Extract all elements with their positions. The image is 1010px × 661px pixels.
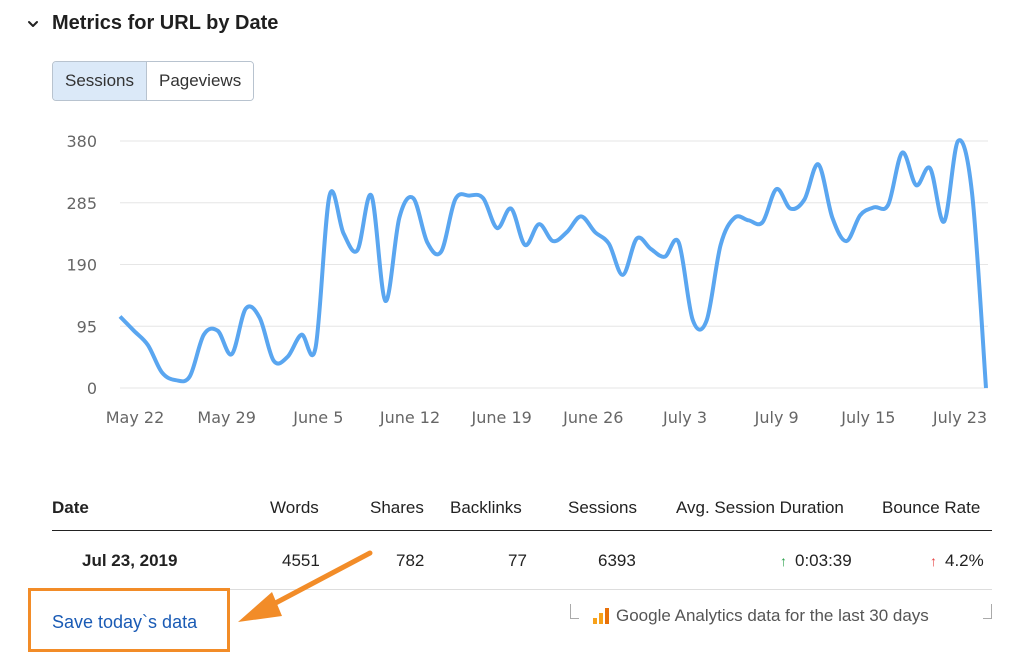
x-tick-label: June 26 <box>562 408 623 427</box>
col-header-date: Date <box>52 498 89 517</box>
cell-date: Jul 23, 2019 <box>82 551 178 570</box>
metrics-table: Date Words Shares Backlinks Sessions Avg… <box>52 492 992 590</box>
cell-backlinks: 77 <box>508 551 527 570</box>
y-tick-label: 380 <box>66 132 97 151</box>
note-bracket-left <box>570 604 579 619</box>
y-tick-label: 285 <box>66 194 97 213</box>
col-header-sessions: Sessions <box>568 498 637 517</box>
table-row: Jul 23, 2019 4551 782 77 6393 ↑ 0:03:39 ↑… <box>52 531 992 590</box>
google-analytics-note: Google Analytics data for the last 30 da… <box>592 606 929 626</box>
cell-sessions: 6393 <box>598 551 636 570</box>
col-header-avg-session-duration: Avg. Session Duration <box>676 498 844 517</box>
sessions-line-chart: 0 95 190 285 380 May 22 May 29 June 5 June 12 Jun… <box>66 132 988 427</box>
cell-words: 4551 <box>282 551 320 570</box>
avg-session-duration-value: 0:03:39 <box>795 551 852 570</box>
y-tick-label: 0 <box>87 379 97 398</box>
section-header[interactable]: Metrics for URL by Date <box>26 12 278 35</box>
google-analytics-icon <box>593 608 609 624</box>
col-header-shares: Shares <box>370 498 424 517</box>
highlight-box <box>28 588 230 652</box>
sessions-toggle-button[interactable]: Sessions <box>53 62 147 100</box>
x-tick-label: June 19 <box>471 408 532 427</box>
col-header-bounce-rate: Bounce Rate <box>882 498 981 517</box>
section-title: Metrics for URL by Date <box>52 12 279 34</box>
cell-bounce-rate: ↑ 4.2% <box>930 551 984 571</box>
col-header-words: Words <box>270 498 319 517</box>
x-tick-label: July 15 <box>840 408 895 427</box>
bounce-rate-value: 4.2% <box>945 551 984 570</box>
note-bracket-right <box>983 604 992 619</box>
x-tick-label: May 22 <box>106 408 165 427</box>
arrow-up-icon: ↑ <box>780 553 787 569</box>
arrow-up-icon: ↑ <box>930 553 937 569</box>
google-analytics-note-text: Google Analytics data for the last 30 da… <box>616 606 929 625</box>
y-tick-label: 190 <box>66 256 97 275</box>
sessions-series-line <box>118 138 988 389</box>
x-tick-label: July 3 <box>662 408 707 427</box>
cell-shares: 782 <box>396 551 425 570</box>
table-header-row: Date Words Shares Backlinks Sessions Avg… <box>52 492 992 531</box>
x-tick-label: June 5 <box>292 408 343 427</box>
y-tick-label: 95 <box>77 317 97 336</box>
x-tick-label: July 23 <box>932 408 987 427</box>
cell-avg-session-duration: ↑ 0:03:39 <box>780 551 852 571</box>
x-tick-label: May 29 <box>197 408 256 427</box>
metric-toggle: Sessions Pageviews <box>52 61 255 101</box>
x-tick-label: July 9 <box>754 408 799 427</box>
pageviews-toggle-button[interactable]: Pageviews <box>146 62 254 100</box>
x-tick-label: June 12 <box>379 408 440 427</box>
chevron-down-icon[interactable] <box>26 17 40 31</box>
col-header-backlinks: Backlinks <box>450 498 522 517</box>
save-todays-data-link[interactable]: Save today`s data <box>52 612 198 632</box>
